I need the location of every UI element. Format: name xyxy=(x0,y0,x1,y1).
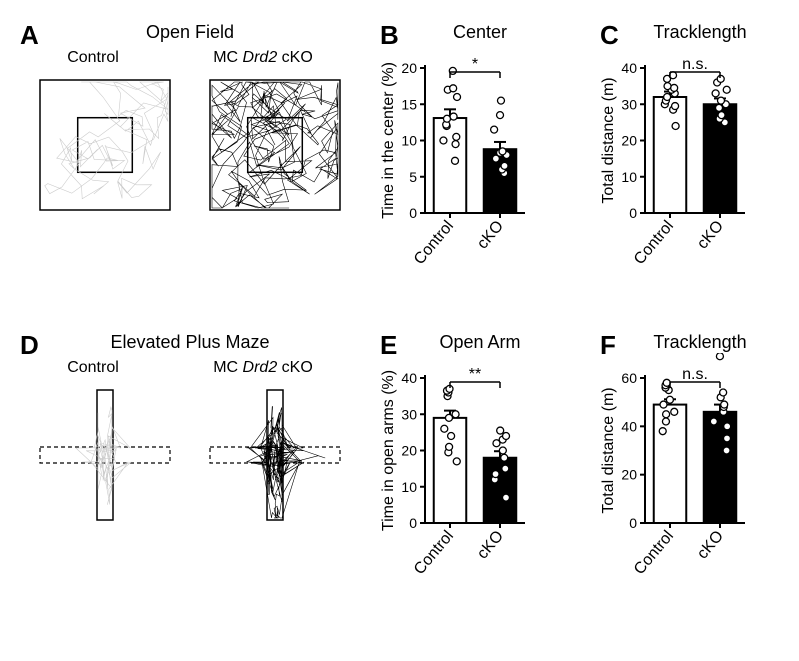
panel-D: D Elevated Plus Maze Control MC Drd2 cKO xyxy=(20,330,360,630)
svg-text:cKO: cKO xyxy=(474,218,507,253)
svg-text:15: 15 xyxy=(401,96,417,112)
panel-title-F: Tracklength xyxy=(600,332,799,353)
epm-tracks xyxy=(20,385,360,525)
chart-B: 0 5 10 15 20Time in the center (%) Control cKO… xyxy=(380,43,535,283)
svg-text:40: 40 xyxy=(401,370,417,386)
svg-text:40: 40 xyxy=(621,418,637,434)
svg-text:0: 0 xyxy=(629,205,637,221)
svg-text:cKO: cKO xyxy=(694,528,727,563)
panel-title-E: Open Arm xyxy=(380,332,580,353)
svg-text:Control: Control xyxy=(631,218,677,268)
svg-text:Time in open arms (%): Time in open arms (%) xyxy=(380,370,397,531)
svg-text:10: 10 xyxy=(621,169,637,185)
panel-B: B Center 0 5 10 15 20Time in the center (%) C… xyxy=(380,20,580,320)
svg-text:10: 10 xyxy=(401,479,417,495)
chart-C: 0 10 20 30 40Total distance (m) Control cKO n.s… xyxy=(600,43,755,283)
panel-A: A Open Field Control MC Drd2 cKO xyxy=(20,20,360,320)
svg-text:cKO: cKO xyxy=(694,218,727,253)
svg-text:0: 0 xyxy=(409,205,417,221)
panel-letter-E: E xyxy=(380,330,397,361)
svg-text:Control: Control xyxy=(411,528,457,578)
openfield-cko-svg xyxy=(205,75,345,215)
svg-text:Time in the center (%): Time in the center (%) xyxy=(380,62,397,219)
svg-text:n.s.: n.s. xyxy=(682,366,708,383)
svg-text:20: 20 xyxy=(621,467,637,483)
svg-text:60: 60 xyxy=(621,370,637,386)
panel-title-B: Center xyxy=(380,22,580,43)
svg-text:0: 0 xyxy=(409,515,417,531)
epm-cko-svg xyxy=(205,385,345,525)
panel-title-C: Tracklength xyxy=(600,22,799,43)
svg-text:10: 10 xyxy=(401,133,417,149)
panel-title-D: Elevated Plus Maze xyxy=(20,332,360,353)
svg-text:**: ** xyxy=(469,366,481,383)
svg-text:*: * xyxy=(472,56,478,73)
cko-label-A: MC Drd2 cKO xyxy=(213,49,313,67)
svg-text:Control: Control xyxy=(631,528,677,578)
panel-letter-C: C xyxy=(600,20,619,51)
cko-post-D: cKO xyxy=(277,359,313,376)
openfield-tracks xyxy=(20,75,360,215)
panel-letter-D: D xyxy=(20,330,39,361)
figure-grid: A Open Field Control MC Drd2 cKO B Cente… xyxy=(20,20,779,630)
svg-text:30: 30 xyxy=(401,406,417,422)
cko-pre-D: MC xyxy=(213,359,242,376)
panel-letter-A: A xyxy=(20,20,39,51)
svg-text:Total distance (m): Total distance (m) xyxy=(600,77,617,203)
svg-text:20: 20 xyxy=(401,60,417,76)
svg-text:0: 0 xyxy=(629,515,637,531)
panel-title-A: Open Field xyxy=(20,22,360,43)
svg-text:cKO: cKO xyxy=(474,528,507,563)
panel-letter-B: B xyxy=(380,20,399,51)
chart-E: 0 10 20 30 40Time in open arms (%) Control cKO… xyxy=(380,353,535,593)
chart-F: 0 20 40 60Total distance (m) Control cKO n.s. xyxy=(600,353,755,593)
svg-text:n.s.: n.s. xyxy=(682,56,708,73)
panel-E: E Open Arm 0 10 20 30 40Time in open arms (%… xyxy=(380,330,580,630)
cko-pre-A: MC xyxy=(213,49,242,66)
cko-label-D: MC Drd2 cKO xyxy=(213,359,313,377)
control-label-A: Control xyxy=(67,49,119,67)
svg-text:20: 20 xyxy=(621,133,637,149)
svg-text:30: 30 xyxy=(621,96,637,112)
svg-text:Total distance (m): Total distance (m) xyxy=(600,387,617,513)
panel-C: C Tracklength 0 10 20 30 40Total distance (m… xyxy=(600,20,799,320)
panel-F: F Tracklength 0 20 40 60Total distance (m) C… xyxy=(600,330,799,630)
epm-control-svg xyxy=(35,385,175,525)
cko-post-A: cKO xyxy=(277,49,313,66)
svg-text:40: 40 xyxy=(621,60,637,76)
control-label-D: Control xyxy=(67,359,119,377)
panel-letter-F: F xyxy=(600,330,616,361)
panel-subheads-A: Control MC Drd2 cKO xyxy=(20,49,360,67)
openfield-control-svg xyxy=(35,75,175,215)
cko-italic-A: Drd2 xyxy=(243,49,278,66)
cko-italic-D: Drd2 xyxy=(243,359,278,376)
svg-text:5: 5 xyxy=(409,169,417,185)
svg-text:20: 20 xyxy=(401,443,417,459)
panel-subheads-D: Control MC Drd2 cKO xyxy=(20,359,360,377)
svg-text:Control: Control xyxy=(411,218,457,268)
